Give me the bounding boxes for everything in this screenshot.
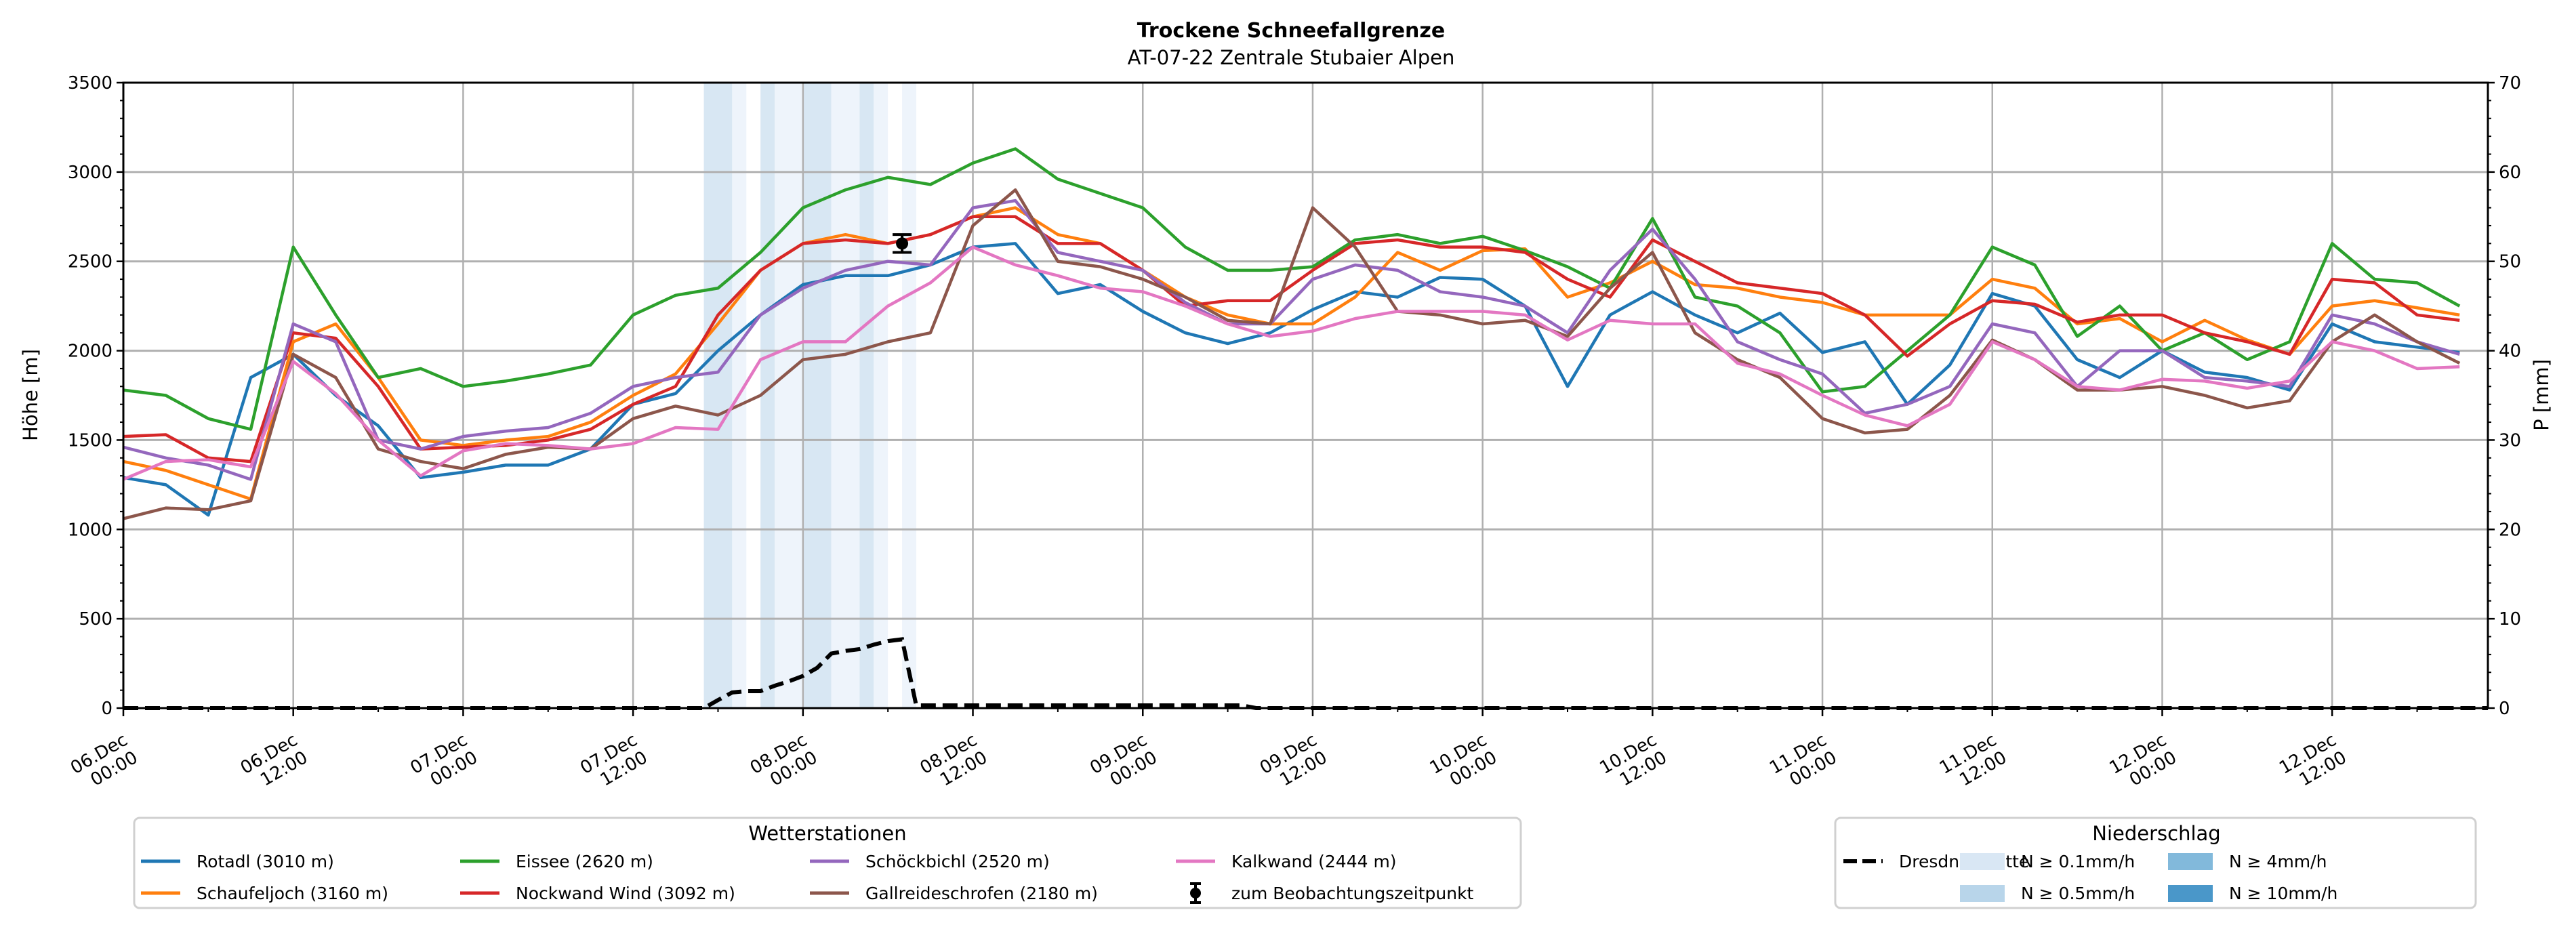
- legend-label: Schöckbichl (2520 m): [865, 852, 1050, 871]
- y2-tick-label: 20: [2499, 520, 2521, 540]
- precip-line-dresdner-huette: [123, 637, 2488, 710]
- y2-tick-label: 10: [2499, 609, 2521, 629]
- y-tick-label: 2000: [68, 342, 113, 362]
- legend-color-swatch: [1960, 885, 2005, 902]
- x-tick-label: 07.Dec00:00: [407, 730, 481, 796]
- legend-title: Niederschlag: [2092, 822, 2220, 845]
- y2-tick-label: 70: [2499, 73, 2521, 94]
- x-tick-label: 12.Dec12:00: [2276, 730, 2350, 796]
- x-tick-label: 08.Dec00:00: [747, 730, 821, 796]
- y2-tick-label: 50: [2499, 252, 2521, 272]
- x-tick-label: 11.Dec12:00: [1936, 730, 2010, 796]
- precip-band: [902, 83, 916, 708]
- y2-tick-label: 60: [2499, 163, 2521, 183]
- x-tick-label: 11.Dec00:00: [1766, 730, 1840, 796]
- chart-title: Trockene Schneefallgrenze: [1137, 19, 1445, 43]
- axes: 0 500 1000 1500 2000 2500 3000 3500 0 10 20 30 40 50 6…: [67, 73, 2521, 796]
- x-tick-label: 09.Dec00:00: [1086, 730, 1160, 796]
- grid-lines: [122, 81, 2488, 709]
- y-tick-label: 3000: [68, 163, 113, 183]
- series-lines: [123, 147, 2488, 710]
- legend-label: N ≥ 10mm/h: [2229, 884, 2337, 903]
- legend-color-swatch: [1960, 853, 2005, 870]
- series-line: [123, 206, 2460, 501]
- precip-bands: [703, 83, 916, 708]
- precip-band: [703, 83, 733, 708]
- legend-stations: Wetterstationen Rotadl (3010 m) Schaufeljo…: [133, 817, 1522, 909]
- x-tick-label: 06.Dec00:00: [67, 730, 141, 796]
- series-line: [123, 147, 2461, 431]
- y2-tick-label: 40: [2499, 342, 2521, 362]
- y-tick-label: 500: [79, 609, 113, 629]
- legend-label: Kalkwand (2444 m): [1231, 852, 1397, 871]
- x-tick-label: 06.Dec12:00: [237, 730, 311, 796]
- precip-band: [874, 83, 888, 708]
- chart-subtitle: AT-07-22 Zentrale Stubaier Alpen: [1128, 46, 1455, 69]
- precip-band: [831, 83, 860, 708]
- x-tick-label: 09.Dec12:00: [1256, 730, 1330, 796]
- series-line: [123, 188, 2461, 520]
- y-tick-label: 1000: [68, 520, 113, 540]
- legend-label: Schaufeljoch (3160 m): [197, 884, 388, 903]
- precip-band: [802, 83, 832, 708]
- precip-band: [775, 83, 803, 708]
- legend-label: N ≥ 0.1mm/h: [2021, 852, 2135, 871]
- x-tick-label: 12.Dec00:00: [2106, 730, 2180, 796]
- precip-band: [760, 83, 775, 708]
- series-line: [123, 215, 2460, 463]
- series-line: [123, 245, 2460, 481]
- legend-label: Rotadl (3010 m): [197, 852, 334, 871]
- plot-frame: [122, 81, 2489, 709]
- legend-color-swatch: [2168, 885, 2213, 902]
- x-tick-label: 07.Dec12:00: [577, 730, 651, 796]
- legend-label: N ≥ 0.5mm/h: [2021, 884, 2135, 903]
- y-axis-label: Höhe [m]: [19, 349, 42, 441]
- y2-tick-label: 30: [2499, 430, 2521, 451]
- legend-point-icon: [1190, 888, 1201, 899]
- y-tick-label: 0: [101, 699, 113, 719]
- legend-color-swatch: [2168, 853, 2213, 870]
- legend-label: Eissee (2620 m): [516, 852, 653, 871]
- y2-tick-label: 0: [2499, 699, 2510, 719]
- y-tick-label: 3500: [68, 73, 113, 94]
- y-tick-label: 1500: [68, 430, 113, 451]
- x-tick-label: 08.Dec12:00: [917, 730, 991, 796]
- series-line: [123, 199, 2460, 481]
- y-tick-label: 2500: [68, 252, 113, 272]
- legend-title: Wetterstationen: [748, 822, 906, 845]
- legend-label: zum Beobachtungszeitpunkt: [1231, 884, 1474, 903]
- x-tick-label: 10.Dec12:00: [1596, 730, 1670, 796]
- x-tick-label: 10.Dec00:00: [1427, 730, 1500, 796]
- observation-point: [896, 237, 909, 250]
- precip-band: [859, 83, 874, 708]
- y2-axis-label: P [mm]: [2530, 359, 2553, 431]
- series-line: [123, 242, 2460, 517]
- legend-label: Nockwand Wind (3092 m): [516, 884, 735, 903]
- legend-label: N ≥ 4mm/h: [2229, 852, 2327, 871]
- legend-label: Gallreideschrofen (2180 m): [865, 884, 1098, 903]
